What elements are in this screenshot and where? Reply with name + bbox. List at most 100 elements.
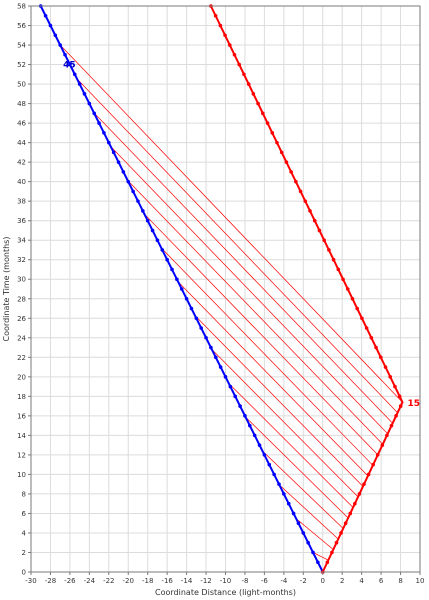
worldline-marker — [378, 355, 383, 360]
x-tick-label: 8 — [398, 577, 402, 585]
worldline-marker — [317, 228, 322, 233]
worldline-marker — [48, 23, 53, 28]
worldline-marker — [116, 160, 121, 164]
worldline-marker — [227, 43, 232, 47]
worldline-marker — [394, 414, 398, 418]
worldline-marker — [311, 550, 315, 555]
y-tick-label: 18 — [17, 393, 26, 401]
x-tick-label: -30 — [25, 577, 36, 585]
worldline-marker — [380, 443, 385, 447]
x-tick-label: 4 — [359, 577, 364, 585]
worldline-marker — [398, 404, 403, 408]
signal-line — [127, 180, 384, 445]
worldline-marker — [218, 365, 223, 369]
worldline-marker — [289, 170, 293, 174]
worldline-marker — [275, 140, 279, 145]
y-tick-label: 58 — [17, 3, 26, 11]
signal-line — [110, 146, 388, 435]
worldline-marker — [58, 43, 62, 47]
worldline-marker — [72, 72, 77, 77]
worldline-marker — [209, 345, 213, 350]
worldline-marker — [331, 257, 336, 262]
worldline-marker — [102, 131, 106, 135]
worldline-marker — [87, 101, 92, 106]
x-tick-label: -20 — [123, 577, 134, 585]
x-tick-label: -2 — [300, 577, 307, 585]
signal-line — [177, 281, 369, 477]
worldline-marker — [92, 111, 97, 116]
x-tick-label: -6 — [261, 577, 269, 585]
y-tick-label: 52 — [17, 61, 26, 69]
y-axis-ticks: 0246810121416182022242628303234363840424… — [17, 3, 31, 577]
worldline-marker — [107, 140, 111, 145]
signal-line — [295, 518, 334, 551]
x-axis-ticks: -30 -28 -26 -24 -22 -20 -18 -16 -14 -12 -10 -8 -6 -4-… — [25, 572, 424, 585]
y-tick-label: 56 — [17, 22, 26, 30]
worldline-marker — [341, 277, 345, 282]
worldline-marker — [353, 501, 357, 506]
worldline-marker — [256, 101, 260, 106]
worldline-marker — [383, 365, 388, 369]
y-tick-label: 20 — [17, 373, 26, 381]
worldline-marker — [43, 13, 48, 18]
x-tick-label: -10 — [220, 577, 231, 585]
worldline-marker — [301, 531, 306, 535]
worldline-marker — [291, 511, 296, 516]
x-tick-label: -22 — [103, 577, 114, 585]
worldline-marker — [165, 257, 169, 262]
x-tick-label: -26 — [64, 577, 76, 585]
worldline-marker — [265, 121, 270, 125]
x-tick-label: 2 — [340, 577, 344, 585]
x-tick-label: 10 — [416, 577, 425, 585]
worldline-marker — [257, 443, 262, 447]
x-tick-label: -12 — [200, 577, 211, 585]
chart-grid — [30, 5, 421, 573]
worldline-marker — [343, 521, 348, 526]
worldline-marker — [388, 375, 393, 379]
worldline-marker — [325, 560, 330, 565]
y-axis-label: Coordinate Time (months) — [2, 237, 11, 342]
y-tick-label: 50 — [17, 81, 26, 89]
y-tick-label: 48 — [17, 100, 26, 108]
worldline-marker — [334, 540, 339, 545]
worldline-marker — [170, 267, 174, 272]
worldline-marker — [53, 33, 58, 38]
worldline-marker — [272, 472, 276, 477]
worldline-marker — [150, 228, 155, 233]
y-tick-label: 14 — [17, 432, 26, 440]
y-tick-label: 12 — [17, 451, 26, 459]
worldline-marker — [350, 296, 355, 301]
worldline-1 — [210, 5, 404, 573]
worldline-marker — [155, 238, 160, 243]
worldline-marker — [371, 462, 375, 467]
worldline-marker — [336, 267, 341, 272]
plot-frame — [30, 5, 421, 573]
worldline-marker — [218, 23, 223, 28]
signal-line — [144, 213, 379, 456]
signal-line — [59, 44, 403, 403]
worldline-marker — [232, 52, 237, 57]
signal-line — [245, 416, 349, 519]
worldline-marker — [282, 492, 286, 496]
y-tick-label: 54 — [17, 42, 26, 50]
worldline-marker — [360, 316, 364, 321]
worldline-marker — [97, 121, 101, 125]
worldline-marker — [77, 82, 82, 86]
worldline-marker — [366, 472, 371, 477]
signal-line — [211, 349, 359, 498]
worldline-marker — [364, 326, 369, 330]
x-tick-label: 0 — [321, 577, 325, 585]
worldline-marker — [298, 189, 303, 194]
signal-line — [262, 450, 344, 529]
worldline-marker — [306, 540, 310, 545]
y-tick-label: 30 — [17, 276, 26, 284]
signal-line — [194, 315, 364, 487]
y-tick-label: 22 — [17, 354, 26, 362]
worldline-marker — [267, 462, 272, 467]
x-tick-label: 6 — [379, 577, 384, 585]
worldline-marker — [246, 82, 251, 86]
worldlines — [38, 4, 404, 574]
worldline-marker — [145, 218, 150, 223]
worldline-marker — [160, 248, 165, 252]
